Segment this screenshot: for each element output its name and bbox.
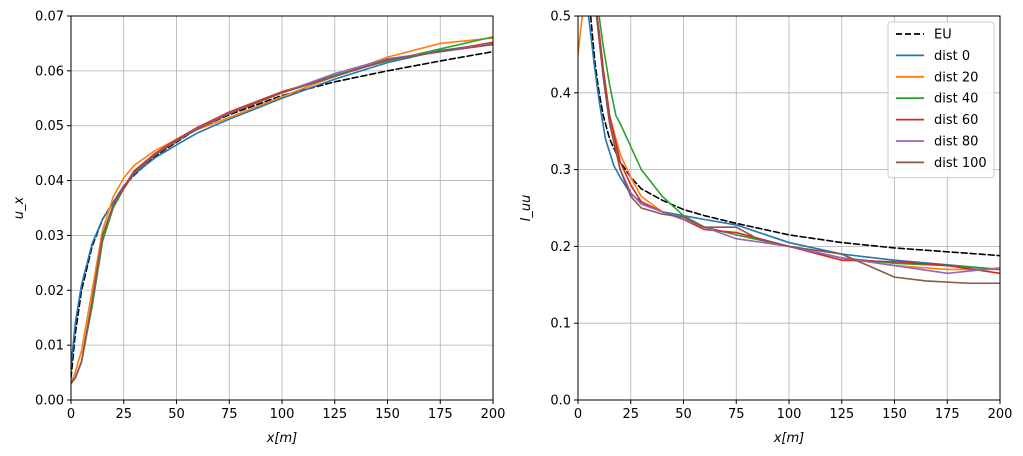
left-chart-panel: 0 25 50 75 100 125 150 175 200 0.00 0.01 0.02 0.03 0.…: [12, 10, 505, 447]
series-line-dist-100: [595, 16, 1000, 285]
x-tick-label: 125: [322, 407, 347, 422]
x-tick-label: 200: [988, 407, 1013, 422]
y-tick-label: 0.03: [35, 229, 64, 244]
y-axis-label: I_uu: [519, 195, 534, 222]
x-tick-label: 0: [67, 407, 75, 422]
x-tick-label: 50: [675, 407, 692, 422]
legend-label-dist-20: dist 20: [934, 70, 978, 85]
x-tick-label: 175: [428, 407, 453, 422]
right-chart-panel: 0 25 50 75 100 125 150 175 200 0.0 0.1 0.2 0.3 0.4 0.5…: [519, 10, 1013, 447]
x-tick-label: 75: [728, 407, 745, 422]
y-tick-label: 0.07: [35, 10, 64, 25]
x-tick-label: 25: [622, 407, 639, 422]
series-line-eu: [71, 50, 493, 379]
series-line-dist-0: [71, 42, 493, 368]
y-tick-label: 0.4: [550, 86, 571, 101]
x-tick-label: 75: [221, 407, 238, 422]
y-tick-label: 0.05: [35, 119, 64, 134]
series-group: [578, 16, 1000, 285]
y-tick-label: 0.04: [35, 174, 64, 189]
grid: [70, 15, 494, 401]
y-tick-label: 0.00: [35, 394, 64, 409]
x-tick-label: 50: [168, 407, 185, 422]
y-tick-label: 0.5: [550, 10, 571, 25]
y-axis-label: u_x: [12, 196, 27, 219]
legend-label-dist-60: dist 60: [934, 113, 978, 128]
legend-label-dist-40: dist 40: [934, 92, 978, 107]
x-tick-label: 25: [115, 407, 132, 422]
x-tick-label: 175: [935, 407, 960, 422]
legend-label-eu: EU: [934, 28, 952, 43]
legend-box: [887, 21, 995, 179]
legend-label-dist-100: dist 100: [934, 156, 987, 171]
series-line-dist-100: [71, 43, 493, 385]
y-tick-label: 0.0: [550, 394, 571, 409]
x-tick-label: 100: [777, 407, 802, 422]
y-tick-label: 0.1: [550, 317, 571, 332]
legend: EU dist 0 dist 20 dist 40 dist 60 dist 80 dist…: [887, 21, 995, 179]
x-tick-label: 0: [574, 407, 582, 422]
series-group: [71, 36, 493, 385]
legend-label-dist-0: dist 0: [934, 49, 970, 64]
y-tick-label: 0.3: [550, 163, 571, 178]
x-axis-label: x[m]: [266, 431, 298, 446]
x-axis-label: x[m]: [773, 431, 805, 446]
x-tick-label: 200: [481, 407, 506, 422]
x-tick-label: 125: [829, 407, 854, 422]
legend-label-dist-80: dist 80: [934, 135, 978, 150]
y-tick-label: 0.01: [35, 339, 64, 354]
y-tick-label: 0.06: [35, 64, 64, 79]
x-tick-label: 150: [375, 407, 400, 422]
y-tick-label: 0.2: [550, 240, 571, 255]
x-tick-label: 150: [882, 407, 907, 422]
y-tick-label: 0.02: [35, 284, 64, 299]
x-tick-label: 100: [270, 407, 295, 422]
series-line-eu: [589, 16, 1000, 257]
